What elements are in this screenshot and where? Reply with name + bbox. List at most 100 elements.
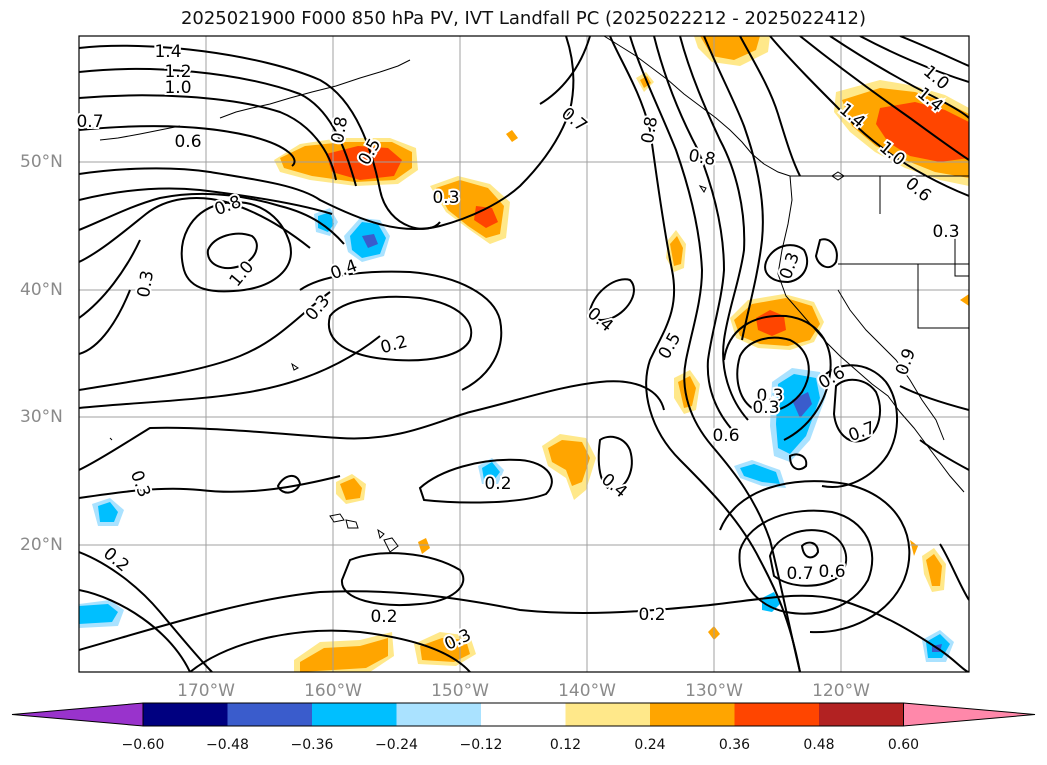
contour-label: 1.4 <box>154 42 181 62</box>
contour-label: 0.8 <box>638 115 662 145</box>
colorbar-outline <box>142 702 904 727</box>
lat-label: 30°N <box>20 407 63 427</box>
contour-label: 0.4 <box>583 304 617 337</box>
lon-label: 140°W <box>558 681 616 701</box>
positive-anomaly-patch <box>336 474 366 504</box>
colorbar-tick-label: 0.12 <box>549 737 582 753</box>
contour-label: 0.6 <box>174 132 201 152</box>
positive-anomaly-patch <box>694 36 770 66</box>
lat-label: 50°N <box>20 152 63 172</box>
contour-label-halo: 0.6 <box>818 562 845 582</box>
map-title: 2025021900 F000 850 hPa PV, IVT Landfall… <box>180 8 867 29</box>
contour-label: 0.3 <box>134 269 158 299</box>
contour-label: 0.6 <box>712 426 739 446</box>
colorbar-segment <box>227 703 313 726</box>
colorbar-segment <box>396 703 482 726</box>
lat-label: 20°N <box>20 535 63 555</box>
contour-label-halo: 0.7 <box>76 112 103 132</box>
positive-anomaly-patch <box>294 632 394 672</box>
contour-label-halo: 0.6 <box>174 132 201 152</box>
contour-label-halo: 0.6 <box>712 426 739 446</box>
contour-label: 0.7 <box>786 564 813 584</box>
colorbar-tick-label: 0.60 <box>887 737 920 753</box>
contour-label-halo: 0.3 <box>752 398 779 418</box>
contour-label: 0.3 <box>752 398 779 418</box>
positive-anomaly-patch <box>430 176 510 244</box>
colorbar-segment <box>143 703 228 726</box>
contour-label: 0.3 <box>126 468 154 500</box>
contour-label-halo: 0.2 <box>638 605 665 625</box>
contour-label: 0.3 <box>432 188 459 208</box>
contour-label-halo: 0.2 <box>378 332 409 358</box>
colorbar-extend-high <box>903 702 1036 727</box>
contour-label: 0.4 <box>597 470 631 503</box>
colorbar-segment <box>565 703 651 726</box>
contour-label: 0.7 <box>557 104 591 137</box>
contour-label: 0.2 <box>638 605 665 625</box>
colorbar-tick-label: 0.24 <box>634 737 666 753</box>
lon-label: 160°W <box>304 681 362 701</box>
colorbar-tick-label: −0.48 <box>206 737 249 753</box>
contour-label: 0.7 <box>846 418 878 446</box>
contour-label: 0.2 <box>99 544 133 577</box>
positive-anomaly-patch <box>730 294 824 350</box>
positive-anomaly-patch <box>636 72 654 92</box>
colorbar-tick-label: 0.36 <box>718 737 751 753</box>
plot-frame <box>78 35 970 673</box>
contour-label-halo: 0.3 <box>756 386 783 406</box>
negative-anomaly-patch <box>79 600 124 628</box>
contour-label-halo: 1.0 <box>164 78 191 98</box>
contour-label-halo: 0.7 <box>786 564 813 584</box>
positive-anomaly-patch <box>834 80 969 186</box>
contour-label: 0.2 <box>484 474 511 494</box>
colorbar-tick-label: −0.36 <box>290 737 334 753</box>
coastlines <box>99 36 969 553</box>
negative-anomaly-patch <box>314 208 338 236</box>
colorbar-segment <box>481 703 566 726</box>
gridlines <box>79 36 969 672</box>
colorbar-tick-label: 0.48 <box>803 737 835 753</box>
contour-label-halo: 0.3 <box>932 222 959 242</box>
positive-anomaly-patch <box>960 294 969 306</box>
negative-anomaly-patch <box>478 458 504 484</box>
contour-label-halo: 0.3 <box>432 188 459 208</box>
positive-anomaly-patch <box>542 434 596 500</box>
contour-label: 0.3 <box>932 222 959 242</box>
positive-anomaly-patch <box>674 370 700 414</box>
colorbar <box>11 702 1036 727</box>
lon-label: 150°W <box>431 681 489 701</box>
colorbar-segment <box>734 703 820 726</box>
colorbar-tick-label: −0.12 <box>459 737 503 753</box>
contour-label: 1.0 <box>164 78 191 98</box>
contour-label-halo: 0.2 <box>484 474 511 494</box>
contour-label: 0.2 <box>370 607 397 627</box>
contour-label: 0.2 <box>378 332 409 358</box>
colorbar-segment <box>312 703 397 726</box>
contour-label: 0.8 <box>687 146 717 170</box>
colorbar-tick-label: −0.24 <box>375 737 418 753</box>
contour-label: 0.3 <box>756 386 783 406</box>
contour-label-halo: 1.2 <box>164 62 191 82</box>
positive-anomaly-patch <box>506 130 518 142</box>
positive-anomaly-patch <box>922 548 946 592</box>
contour-label: 0.5 <box>655 329 686 362</box>
contour-label: 0.6 <box>818 562 845 582</box>
negative-anomaly-patch <box>92 498 124 526</box>
negative-anomaly-patch <box>734 460 786 488</box>
lon-label: 130°W <box>685 681 743 701</box>
contour-label: 0.8 <box>328 115 352 145</box>
colorbar-segment <box>819 703 904 726</box>
contour-label: 0.7 <box>76 112 103 132</box>
contour-label: 0.9 <box>892 346 920 378</box>
negative-anomaly-patch <box>344 218 390 262</box>
contour-label-halo: 1.4 <box>154 42 181 62</box>
contour-label: 1.2 <box>164 62 191 82</box>
positive-anomaly-patch <box>910 540 918 556</box>
pv-contours <box>79 36 969 672</box>
colorbar-extend-low <box>11 702 144 727</box>
contour-label-layer: 1.41.41.21.21.01.00.70.70.60.6 0.80.80.50… <box>74 40 961 657</box>
lon-label: 170°W <box>177 681 235 701</box>
contour-label-halo: 0.2 <box>370 607 397 627</box>
lon-label: 120°W <box>812 681 870 701</box>
